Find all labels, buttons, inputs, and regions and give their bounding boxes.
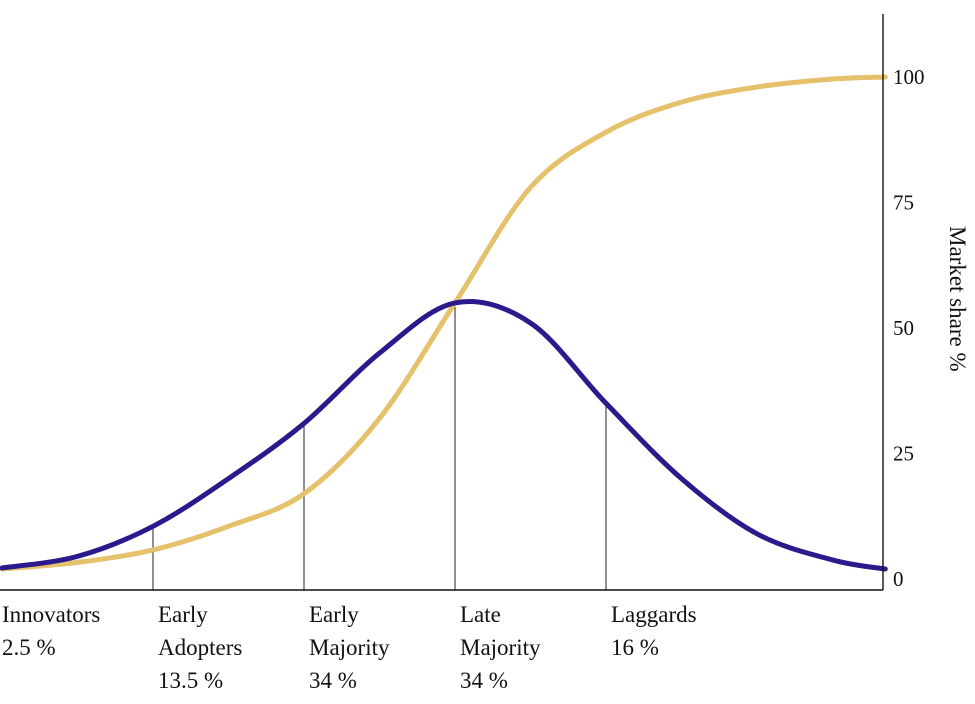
y-axis-title: Market share %: [945, 226, 970, 372]
y-tick-label: 0: [893, 567, 904, 591]
segment-label: Early Majority 34 %: [309, 602, 390, 693]
segment-label-line: Adopters: [158, 635, 242, 660]
segment-label-line: Early: [158, 602, 208, 627]
segment-label: Laggards 16 %: [611, 602, 697, 660]
segment-label-line: Laggards: [611, 602, 697, 627]
segment-labels: Innovators 2.5 % Early Adopters 13.5 % Early M…: [2, 602, 697, 693]
segment-label-line: 34 %: [460, 668, 508, 693]
segment-label: Innovators 2.5 %: [2, 602, 100, 660]
y-tick-label: 25: [893, 442, 914, 466]
y-tick-label: 100: [893, 65, 925, 89]
segment-dividers: [152, 302, 607, 590]
segment-label-line: Innovators: [2, 602, 100, 627]
segment-label-line: 2.5 %: [2, 635, 56, 660]
adoption-bell-curve: [0, 298, 888, 572]
segment-label: Early Adopters 13.5 %: [158, 602, 242, 693]
segment-label-line: 16 %: [611, 635, 659, 660]
cumulative-market-share-line: [0, 74, 888, 572]
segment-label-line: 13.5 %: [158, 668, 223, 693]
segment-label-line: Majority: [460, 635, 541, 660]
y-tick-label: 75: [893, 191, 914, 215]
segment-label-line: Early: [309, 602, 359, 627]
segment-label-line: Majority: [309, 635, 390, 660]
segment-label-line: 34 %: [309, 668, 357, 693]
y-tick-label: 50: [893, 316, 914, 340]
y-axis-ticks: 0 25 50 75 100: [893, 65, 925, 591]
segment-label: Late Majority 34 %: [460, 602, 541, 693]
segment-label-line: Late: [460, 602, 501, 627]
